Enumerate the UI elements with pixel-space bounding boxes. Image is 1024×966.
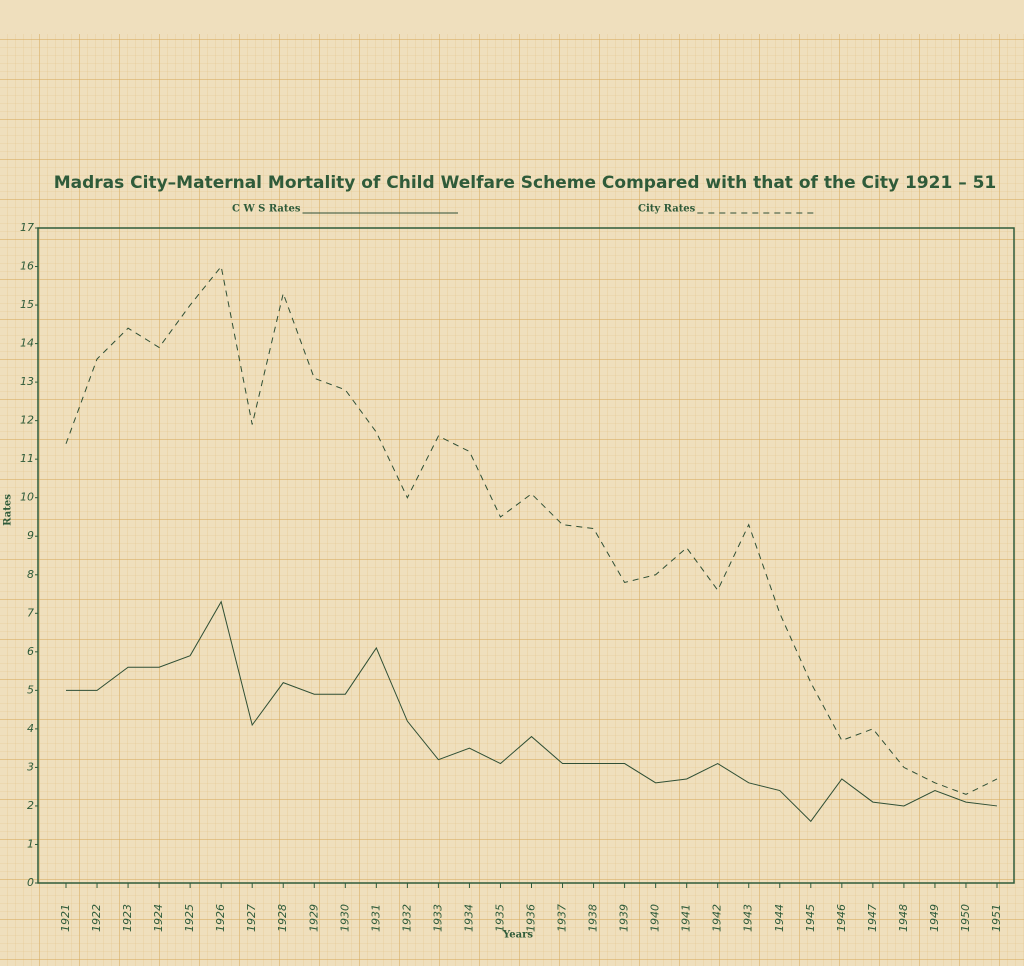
y-tick-label: 2 [27, 799, 34, 812]
x-tick-label: 1926 [214, 904, 227, 932]
series-line [66, 600, 998, 823]
y-tick-label: 15 [20, 298, 34, 311]
y-tick-label: 16 [20, 260, 34, 273]
x-tick-label: 1940 [649, 904, 662, 932]
chart-title: Madras City–Maternal Mortality of Child … [54, 173, 997, 193]
x-tick-label: 1945 [804, 904, 817, 932]
y-tick-label: 3 [27, 760, 34, 773]
y-tick-label: 6 [27, 645, 34, 658]
plot-frame [37, 227, 1015, 884]
x-tick-label: 1944 [773, 904, 786, 932]
x-tick-label: 1933 [431, 904, 444, 932]
x-tick-label: 1951 [990, 904, 1003, 932]
y-tick-label: 14 [20, 337, 34, 350]
y-tick-label: 9 [27, 529, 34, 542]
y-tick-label: 13 [20, 375, 34, 388]
x-tick-label: 1949 [928, 904, 941, 932]
y-tick-label: 8 [27, 568, 34, 581]
x-tick-label: 1936 [525, 904, 538, 932]
x-tick-label: 1929 [307, 904, 320, 932]
x-tick-label: 1942 [711, 904, 724, 932]
x-tick-label: 1948 [897, 904, 910, 932]
graph-paper [0, 34, 1024, 966]
y-tick-label: 7 [27, 606, 34, 619]
legend-label: C W S Rates [232, 204, 301, 215]
x-tick-label: 1921 [59, 904, 72, 932]
x-tick-label: 1937 [556, 904, 569, 932]
x-tick-label: 1946 [835, 904, 848, 932]
x-axis-label: Years [502, 930, 533, 941]
x-tick-label: 1924 [152, 904, 165, 932]
legend-label: City Rates [638, 204, 696, 215]
x-tick-label: 1932 [400, 904, 413, 932]
x-tick-label: 1930 [338, 904, 351, 932]
y-tick-label: 10 [20, 491, 34, 504]
y-axis-label: Rates [3, 494, 14, 526]
x-tick-label: 1935 [493, 904, 506, 932]
x-tick-label: 1927 [245, 904, 258, 932]
y-tick-label: 12 [20, 414, 34, 427]
y-tick-label: 0 [27, 876, 34, 889]
y-tick-label: 4 [27, 722, 34, 735]
x-tick-label: 1922 [90, 904, 103, 932]
y-tick-label: 17 [20, 221, 34, 234]
x-tick-label: 1923 [121, 904, 134, 932]
x-tick-label: 1950 [959, 904, 972, 932]
x-tick-label: 1939 [618, 904, 631, 932]
x-tick-label: 1934 [462, 904, 475, 932]
x-tick-label: 1928 [276, 904, 289, 932]
y-tick-label: 11 [20, 452, 34, 465]
x-tick-label: 1943 [742, 904, 755, 932]
x-tick-label: 1947 [866, 904, 879, 932]
x-tick-label: 1925 [183, 904, 196, 932]
y-tick-label: 1 [27, 837, 34, 850]
x-tick-label: 1931 [369, 904, 382, 932]
x-tick-label: 1938 [587, 904, 600, 932]
x-tick-label: 1941 [680, 904, 693, 932]
y-tick-label: 5 [27, 683, 34, 696]
